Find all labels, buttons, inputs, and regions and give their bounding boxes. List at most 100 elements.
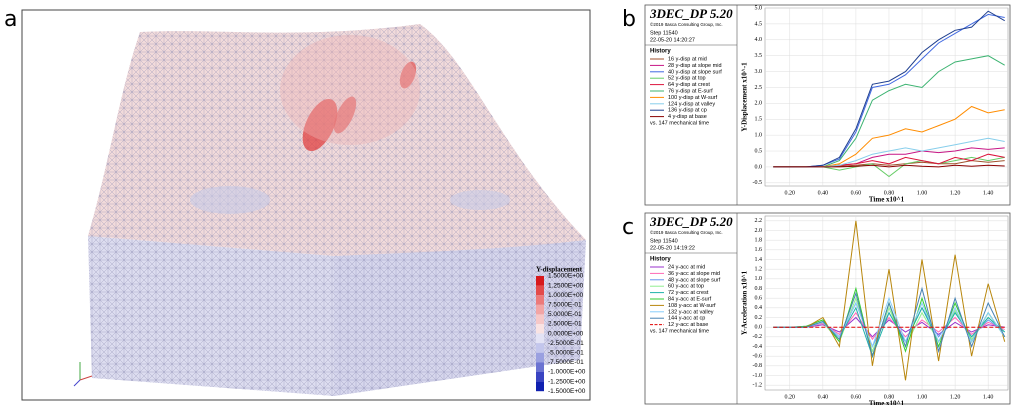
page: {"figure": { "panel_labels": ["a", "b", … bbox=[0, 0, 1011, 405]
legend-swatch bbox=[536, 276, 544, 286]
history-title: History bbox=[650, 257, 671, 263]
displacement-zone bbox=[190, 186, 270, 214]
x-axis-label: Time x10^1 bbox=[869, 400, 905, 405]
y-tick-label: 0.0 bbox=[755, 325, 763, 331]
y-tick-label: -0.4 bbox=[753, 344, 763, 350]
legend-label: 76 y-disp at E-surf bbox=[668, 88, 713, 94]
y-tick-label: -0.8 bbox=[753, 363, 763, 369]
legend-label: 7.5000E-01 bbox=[548, 302, 582, 309]
y-tick-label: 1.0 bbox=[755, 133, 763, 139]
y-axis-label: Y-Acceleration x10^1 bbox=[741, 270, 749, 335]
y-tick-label: 4.5 bbox=[755, 21, 763, 27]
y-tick-label: 4.0 bbox=[755, 37, 763, 43]
x-tick-label: 1.40 bbox=[983, 190, 994, 196]
step: Step 11540 bbox=[650, 30, 678, 36]
x-tick-label: 1.00 bbox=[917, 190, 928, 196]
legend-label: 1.5000E+00 bbox=[548, 273, 584, 280]
y-tick-label: 0.4 bbox=[755, 305, 763, 311]
legend-label: 2.5000E-01 bbox=[548, 321, 582, 328]
copyright: ©2019 Itasca Consulting Group, Inc. bbox=[650, 21, 723, 27]
x-tick-label: 0.40 bbox=[818, 190, 829, 196]
history-title: History bbox=[650, 49, 671, 55]
software-title: 3DEC_DP 5.20 bbox=[649, 6, 733, 21]
x-tick-label: 0.40 bbox=[818, 394, 829, 400]
y-tick-label: 0.5 bbox=[755, 148, 763, 154]
legend-label: 40 y-disp at slope surf bbox=[668, 69, 722, 75]
legend-label: 1.2500E+00 bbox=[548, 282, 584, 289]
legend-swatch bbox=[536, 324, 544, 334]
legend-swatch bbox=[536, 295, 544, 305]
y-tick-label: 0.0 bbox=[755, 164, 763, 170]
legend-swatch bbox=[536, 314, 544, 324]
date: 22-05-20 14:19:22 bbox=[650, 245, 695, 251]
panel-label: b bbox=[622, 7, 636, 32]
footer: vs. 147 mechanical time bbox=[650, 120, 709, 126]
y-tick-label: 0.2 bbox=[755, 315, 763, 321]
legend-label: 124 y-disp at valley bbox=[668, 101, 715, 107]
displacement-zone bbox=[450, 190, 510, 210]
y-tick-label: 1.6 bbox=[755, 247, 763, 253]
legend-label: 0.0000E+00 bbox=[548, 330, 584, 337]
y-tick-label: 2.0 bbox=[755, 101, 763, 107]
legend-swatch bbox=[536, 353, 544, 363]
y-tick-label: -0.6 bbox=[753, 354, 763, 360]
y-tick-label: 2.5 bbox=[755, 85, 763, 91]
legend-label: 72 y-acc at crest bbox=[668, 290, 709, 296]
legend-swatch bbox=[536, 372, 544, 382]
legend-label: 36 y-acc at slope mid bbox=[668, 271, 720, 277]
step: Step 11540 bbox=[650, 238, 678, 244]
legend-swatch bbox=[536, 286, 544, 296]
x-axis-label: Time x10^1 bbox=[869, 196, 905, 204]
y-tick-label: 1.2 bbox=[755, 267, 763, 273]
legend-label: 12 y-acc at base bbox=[668, 322, 708, 328]
date: 22-05-20 14:20:27 bbox=[650, 37, 695, 43]
y-tick-label: -0.2 bbox=[753, 334, 763, 340]
x-tick-label: 0.20 bbox=[785, 190, 796, 196]
displacement-zone bbox=[280, 35, 420, 145]
legend-swatch bbox=[536, 305, 544, 315]
x-tick-label: 1.00 bbox=[917, 394, 928, 400]
legend-label: -7.5000E-01 bbox=[548, 359, 584, 366]
legend-swatch bbox=[536, 382, 544, 392]
legend-label: -2.5000E-01 bbox=[548, 340, 584, 347]
y-tick-label: 3.0 bbox=[755, 69, 763, 75]
y-tick-label: -1.2 bbox=[753, 383, 763, 389]
legend-label: -1.2500E+00 bbox=[548, 378, 586, 385]
y-tick-label: 0.8 bbox=[755, 286, 763, 292]
copyright: ©2019 Itasca Consulting Group, Inc. bbox=[650, 229, 723, 235]
contour-legend: Y-displacement1.5000E+001.2500E+001.0000… bbox=[536, 266, 586, 395]
y-tick-label: 5.0 bbox=[755, 5, 763, 11]
y-axis-label: Y-Displacement x10^-1 bbox=[741, 62, 749, 132]
y-tick-label: 2.0 bbox=[755, 228, 763, 234]
y-tick-label: 3.5 bbox=[755, 53, 763, 59]
legend-swatch bbox=[536, 334, 544, 344]
legend-swatch bbox=[536, 362, 544, 372]
legend-label: 64 y-disp at crest bbox=[668, 82, 710, 88]
panel-label: a bbox=[4, 7, 17, 32]
y-tick-label: 1.4 bbox=[755, 257, 763, 263]
figure: Y-displacement1.5000E+001.2500E+001.0000… bbox=[0, 0, 1011, 405]
y-tick-label: 1.8 bbox=[755, 238, 763, 244]
legend-label: 48 y-acc at slope surf bbox=[668, 277, 721, 283]
y-tick-label: 2.2 bbox=[755, 218, 763, 224]
legend-label: 132 y-acc at valley bbox=[668, 309, 714, 315]
legend-label: 1.0000E+00 bbox=[548, 292, 584, 299]
x-tick-label: 0.20 bbox=[785, 394, 796, 400]
legend-label: 5.0000E-01 bbox=[548, 311, 582, 318]
legend-label: -1.0000E+00 bbox=[548, 369, 586, 376]
y-tick-label: 1.0 bbox=[755, 276, 763, 282]
legend-label: 4 y-disp at base bbox=[668, 114, 707, 120]
x-tick-label: 0.60 bbox=[851, 190, 862, 196]
x-tick-label: 1.20 bbox=[950, 394, 961, 400]
software-title: 3DEC_DP 5.20 bbox=[649, 214, 733, 229]
legend-label: 108 y-acc at W-surf bbox=[668, 303, 716, 309]
legend-label: 100 y-disp at W-surf bbox=[668, 95, 718, 101]
legend-label: 136 y-disp at cp bbox=[668, 108, 707, 114]
legend-label: -1.5000E+00 bbox=[548, 388, 586, 395]
footer: vs. 147 mechanical time bbox=[650, 328, 709, 334]
panel-label: c bbox=[622, 215, 634, 240]
legend-label: 28 y-disp at slope mid bbox=[668, 63, 722, 69]
legend-label: 24 y-acc at mid bbox=[668, 264, 705, 270]
y-tick-label: 1.5 bbox=[755, 117, 763, 123]
legend-label: 16 y-disp at mid bbox=[668, 56, 707, 62]
